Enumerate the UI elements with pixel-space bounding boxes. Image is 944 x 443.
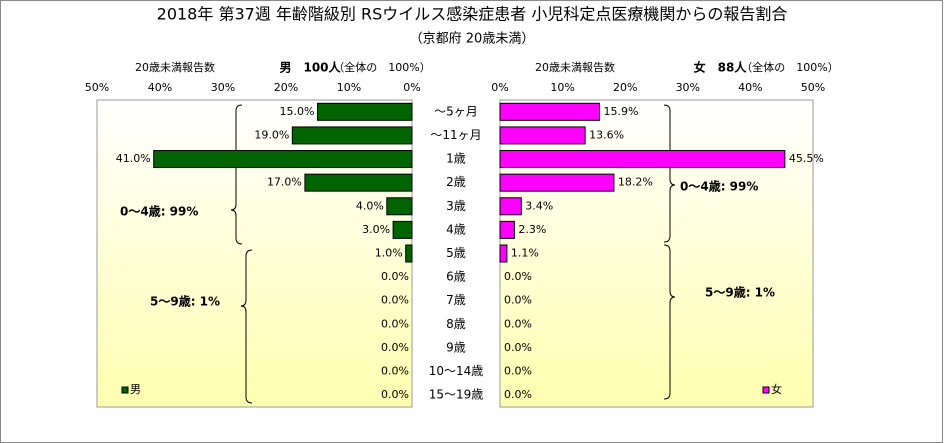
value-label: 13.6%	[589, 128, 624, 141]
value-label: 0.0%	[504, 294, 532, 307]
value-label: 18.2%	[618, 176, 653, 189]
annotation: 0～4歳: 99%	[680, 179, 758, 194]
bar	[499, 173, 615, 192]
x-tick-label: 40%	[148, 81, 172, 94]
category-label: 1歳	[446, 152, 466, 166]
category-label: 15～19歳	[429, 388, 484, 402]
bar	[499, 197, 522, 216]
value-label: 4.0%	[356, 199, 384, 212]
annotation: 5～9歳: 1%	[150, 294, 220, 309]
value-label: 2.3%	[518, 223, 546, 236]
x-tick-label: 10%	[550, 81, 574, 94]
value-label: 0.0%	[381, 317, 409, 330]
bar	[291, 126, 413, 145]
x-tick-label: 40%	[738, 81, 762, 94]
plot-area	[499, 99, 814, 408]
annotation: 5～9歳: 1%	[705, 285, 775, 300]
bar	[386, 197, 413, 216]
x-tick-label: 0%	[403, 81, 420, 94]
bar	[499, 102, 601, 121]
value-label: 0.0%	[504, 388, 532, 401]
bar	[499, 126, 586, 145]
bar	[304, 173, 413, 192]
x-tick-label: 0%	[491, 81, 508, 94]
bar	[317, 102, 413, 121]
legend-label: 女	[771, 382, 782, 396]
value-label: 17.0%	[267, 176, 302, 189]
x-tick-label: 20%	[274, 81, 298, 94]
brace	[663, 104, 676, 243]
category-label: 2歳	[446, 175, 466, 189]
value-label: 0.0%	[504, 341, 532, 354]
x-tick-label: 10%	[337, 81, 361, 94]
category-label: 10～14歳	[429, 364, 484, 378]
category-label: 7歳	[446, 293, 466, 307]
value-label: 0.0%	[381, 365, 409, 378]
value-label: 0.0%	[381, 341, 409, 354]
legend-swatch	[762, 386, 770, 394]
bar	[153, 150, 413, 169]
legend-swatch	[121, 386, 129, 394]
category-label: 9歳	[446, 340, 466, 354]
x-tick-label: 30%	[676, 81, 700, 94]
brace	[663, 244, 676, 400]
bar	[499, 220, 515, 239]
panel-header: 男 100人	[279, 60, 341, 75]
category-label: ～11ヶ月	[430, 128, 481, 142]
category-label: ～5ヶ月	[434, 104, 478, 118]
panel-header: 女 88人	[694, 60, 748, 75]
value-label: 3.0%	[362, 223, 390, 236]
value-label: 15.0%	[280, 105, 315, 118]
category-label: 8歳	[446, 317, 466, 331]
category-label: 5歳	[446, 246, 466, 260]
value-label: 19.0%	[254, 128, 289, 141]
value-label: 1.0%	[375, 247, 403, 260]
plot-area	[96, 99, 413, 408]
value-label: 41.0%	[116, 152, 151, 165]
x-tick-label: 50%	[85, 81, 109, 94]
value-label: 1.1%	[511, 247, 539, 260]
value-label: 3.4%	[525, 199, 553, 212]
value-label: 0.0%	[381, 270, 409, 283]
x-tick-label: 30%	[211, 81, 235, 94]
chart-title: 2018年 第37週 年齢階級別 RSウイルス感染症患者 小児科定点医療機関から…	[157, 5, 788, 24]
x-tick-label: 20%	[613, 81, 637, 94]
value-label: 45.5%	[789, 152, 824, 165]
chart-subtitle: （京都府 20歳未満）	[410, 32, 535, 47]
panel-header: 20歳未満報告数	[135, 61, 215, 74]
category-label: 3歳	[446, 199, 466, 213]
category-label: 6歳	[446, 270, 466, 284]
annotation: 0～4歳: 99%	[120, 204, 198, 219]
x-tick-label: 50%	[801, 81, 825, 94]
panel-header: （全体の 100%）	[741, 60, 838, 74]
value-label: 0.0%	[504, 365, 532, 378]
panel-header: 20歳未満報告数	[535, 61, 615, 74]
brace	[230, 104, 243, 245]
value-label: 0.0%	[504, 317, 532, 330]
value-label: 0.0%	[381, 388, 409, 401]
category-label: 4歳	[446, 222, 466, 236]
value-label: 0.0%	[381, 294, 409, 307]
panel-header: （全体の 100%）	[333, 60, 430, 74]
bar	[405, 244, 413, 263]
legend-label: 男	[130, 383, 141, 396]
value-label: 15.9%	[604, 105, 639, 118]
brace	[240, 249, 253, 404]
bar	[499, 150, 786, 169]
bar	[499, 244, 508, 263]
value-label: 0.0%	[504, 270, 532, 283]
bar	[392, 220, 413, 239]
